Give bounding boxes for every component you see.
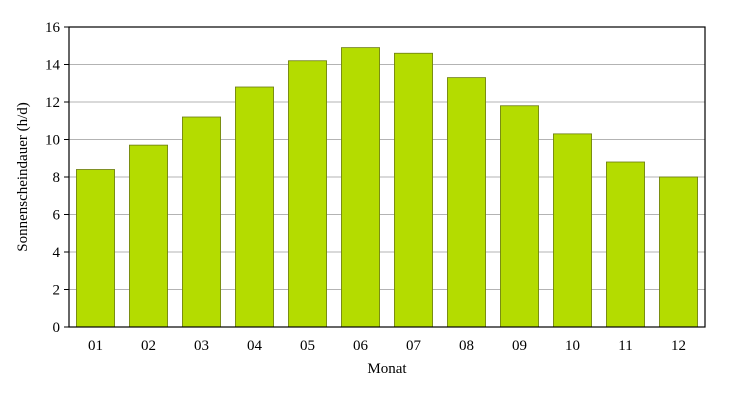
- y-tick-label-12: 12: [45, 95, 60, 111]
- x-tick-label-08: 08: [459, 338, 474, 354]
- y-axis-ticks: 0 2 4 6 8 10 12 14 16: [45, 20, 69, 336]
- x-axis-title: Monat: [367, 361, 407, 377]
- x-tick-label-07: 07: [406, 338, 422, 354]
- y-tick-label-6: 6: [53, 208, 61, 224]
- bar-12: [659, 176, 698, 328]
- y-tick-label-10: 10: [45, 133, 60, 149]
- bar-03: [182, 116, 221, 328]
- bar-10: [553, 133, 592, 328]
- bar-07: [394, 52, 433, 328]
- y-tick-label-8: 8: [53, 170, 61, 186]
- bar-08: [447, 77, 486, 328]
- x-tick-label-06: 06: [353, 338, 369, 354]
- y-tick-label-2: 2: [53, 283, 61, 299]
- y-tick-label-0: 0: [53, 320, 61, 336]
- bar-04: [235, 86, 274, 328]
- y-tick-label-16: 16: [45, 20, 61, 36]
- bar-06: [341, 47, 380, 328]
- x-tick-label-05: 05: [300, 338, 315, 354]
- bar-09: [500, 105, 539, 328]
- x-tick-label-12: 12: [671, 338, 686, 354]
- y-tick-label-14: 14: [45, 58, 61, 74]
- y-tick-label-4: 4: [53, 245, 61, 261]
- x-tick-label-10: 10: [565, 338, 580, 354]
- x-tick-label-11: 11: [618, 338, 632, 354]
- bar-11: [606, 161, 645, 328]
- gridlines: [69, 64, 705, 290]
- bar-05: [288, 60, 327, 328]
- x-tick-label-01: 01: [88, 338, 103, 354]
- x-tick-label-04: 04: [247, 338, 263, 354]
- bar-01: [76, 169, 115, 328]
- bars: [76, 47, 698, 328]
- x-tick-label-09: 09: [512, 338, 527, 354]
- bar-02: [129, 144, 168, 328]
- y-axis-title: Sonnenscheindauer (h/d): [15, 102, 31, 252]
- x-axis-ticks: 01 02 03 04 05 06 07 08 09 10 11 12: [88, 338, 686, 354]
- x-tick-label-02: 02: [141, 338, 156, 354]
- x-tick-label-03: 03: [194, 338, 209, 354]
